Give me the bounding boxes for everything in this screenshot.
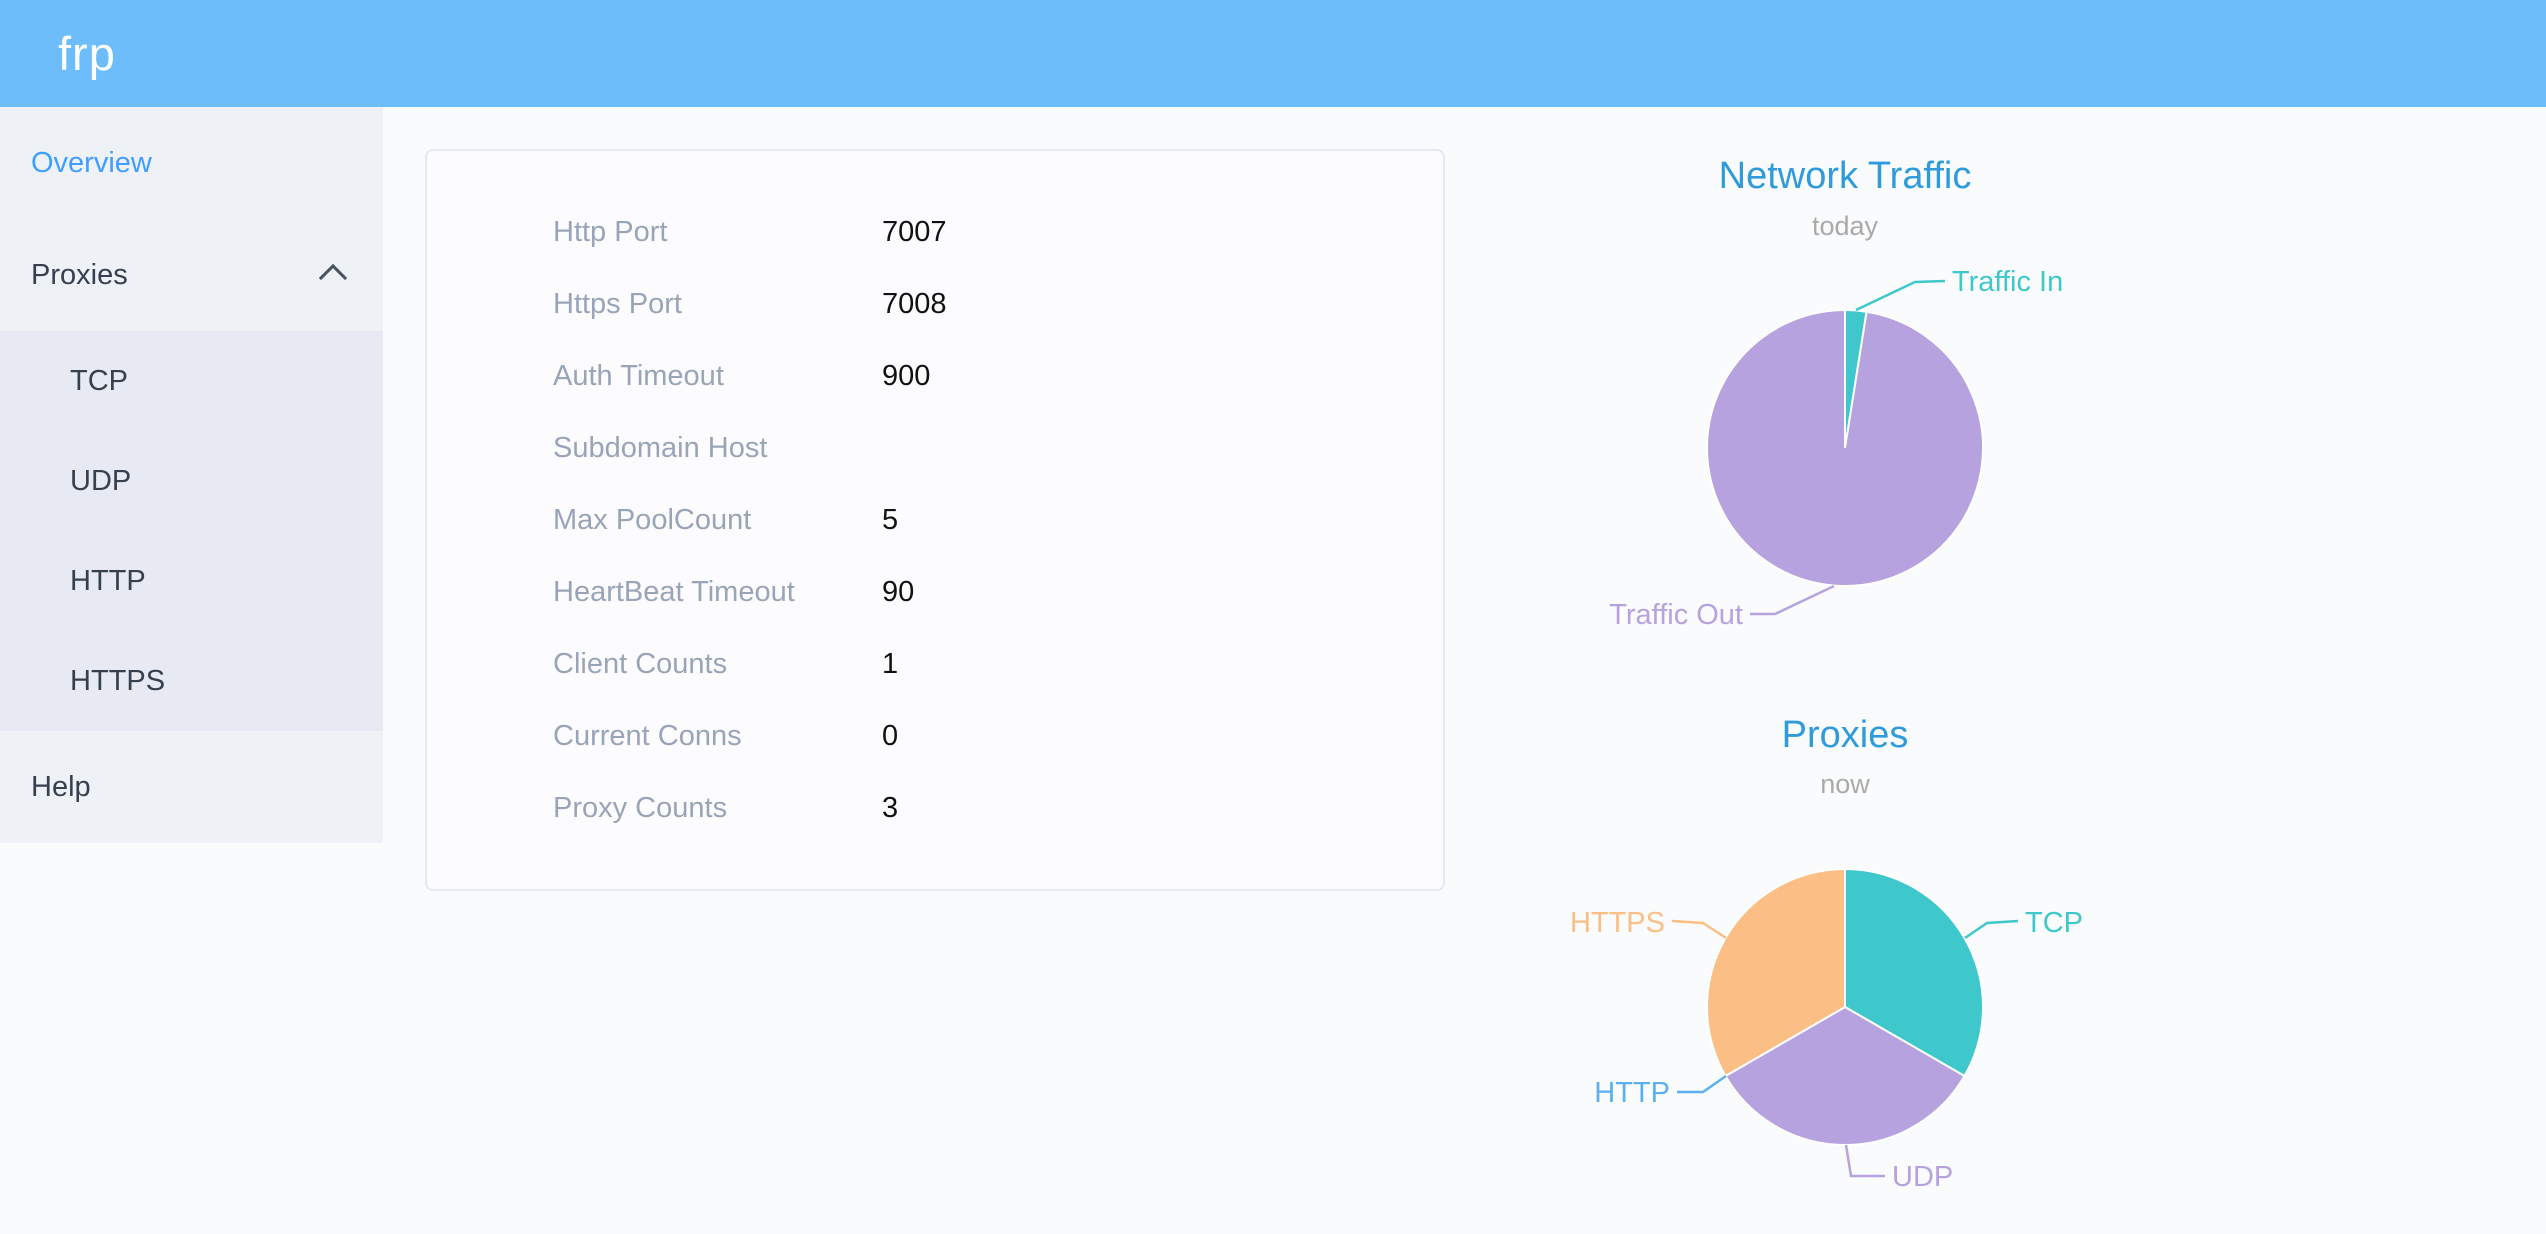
info-label: Auth Timeout — [553, 360, 724, 392]
network-traffic-chart-title: Network Traffic — [1719, 155, 1972, 197]
sidebar-item-udp-label: UDP — [70, 465, 132, 497]
info-label: Max PoolCount — [553, 504, 752, 536]
info-value: 900 — [882, 360, 931, 392]
leader-line-traffic-out — [1750, 584, 1835, 616]
info-label: Current Conns — [553, 720, 742, 752]
info-value: 90 — [882, 576, 915, 608]
sidebar-item-tcp[interactable]: TCP — [0, 331, 383, 431]
info-value: 5 — [882, 504, 899, 536]
info-value: 0 — [882, 720, 899, 752]
info-value: 1 — [882, 648, 899, 680]
pie-label-traffic-in: Traffic In — [1952, 266, 2063, 298]
pie-slice-udp — [1724, 1005, 1966, 1146]
info-value: 7007 — [882, 216, 947, 248]
info-label: Http Port — [553, 216, 668, 248]
sidebar-item-proxies-label: Proxies — [31, 259, 128, 291]
leader-line-tcp — [1964, 919, 2019, 940]
leader-line-https — [1671, 919, 1727, 940]
info-label: HeartBeat Timeout — [553, 576, 795, 608]
sidebar-item-udp[interactable]: UDP — [0, 431, 383, 531]
info-row-heartbeat-timeout: HeartBeat Timeout 90 — [427, 556, 1443, 628]
chevron-up-icon — [318, 263, 348, 293]
sidebar-item-https-label: HTTPS — [70, 665, 166, 697]
top-header-bar: frp — [0, 0, 2546, 107]
proxies-chart-title: Proxies — [1782, 714, 1909, 756]
network-traffic-chart-subtitle: today — [1812, 211, 1879, 241]
server-info-rows: Http Port 7007 Https Port 7008 Auth Time… — [427, 196, 1443, 844]
sidebar-item-overview[interactable]: Overview — [0, 107, 383, 219]
info-value: 3 — [882, 792, 899, 824]
sidebar-item-tcp-label: TCP — [70, 365, 128, 397]
network-traffic-pie-chart: Network Traffic today Traffic In Traffic… — [1609, 155, 2063, 631]
info-row-http-port: Http Port 7007 — [427, 196, 1443, 268]
info-value: 7008 — [882, 288, 947, 320]
leader-line-udp — [1844, 1144, 1885, 1178]
pie-slice-traffic-out — [1706, 308, 1985, 587]
sidebar-item-https[interactable]: HTTPS — [0, 631, 383, 731]
info-label: Client Counts — [553, 648, 728, 680]
proxies-chart-subtitle: now — [1820, 769, 1870, 799]
info-row-max-poolcount: Max PoolCount 5 — [427, 484, 1443, 556]
sidebar-nav: Overview Proxies TCP UDP HTTP HTTPS Help — [0, 107, 383, 843]
info-label: Subdomain Host — [553, 432, 768, 464]
proxies-pie-chart: Proxies now TCP HTTPS HTTP UDP — [1570, 714, 2083, 1193]
info-row-client-counts: Client Counts 1 — [427, 628, 1443, 700]
pie-label-traffic-out: Traffic Out — [1609, 599, 1743, 631]
info-label: Https Port — [553, 288, 682, 320]
info-row-subdomain-host: Subdomain Host — [427, 412, 1443, 484]
leader-line-http — [1677, 1074, 1727, 1094]
pie-label-udp: UDP — [1892, 1161, 1953, 1193]
leader-line-traffic-in — [1855, 279, 1946, 312]
proxies-submenu: TCP UDP HTTP HTTPS — [0, 331, 383, 731]
app-logo: frp — [58, 27, 116, 80]
pie-slice-tcp — [1844, 867, 1984, 1078]
info-row-proxy-counts: Proxy Counts 3 — [427, 772, 1443, 844]
sidebar-item-overview-label: Overview — [31, 147, 152, 179]
pie-label-https: HTTPS — [1570, 907, 1665, 939]
info-label: Proxy Counts — [553, 792, 728, 824]
info-row-https-port: Https Port 7008 — [427, 268, 1443, 340]
server-info-card: Http Port 7007 Https Port 7008 Auth Time… — [425, 149, 1445, 891]
sidebar-item-http-label: HTTP — [70, 565, 146, 597]
sidebar-item-proxies[interactable]: Proxies — [0, 219, 383, 331]
sidebar-item-help-label: Help — [31, 771, 91, 803]
info-row-auth-timeout: Auth Timeout 900 — [427, 340, 1443, 412]
pie-label-http: HTTP — [1594, 1077, 1670, 1109]
info-row-current-conns: Current Conns 0 — [427, 700, 1443, 772]
sidebar-item-http[interactable]: HTTP — [0, 531, 383, 631]
sidebar-item-help[interactable]: Help — [0, 731, 383, 843]
pie-label-tcp: TCP — [2025, 907, 2083, 939]
